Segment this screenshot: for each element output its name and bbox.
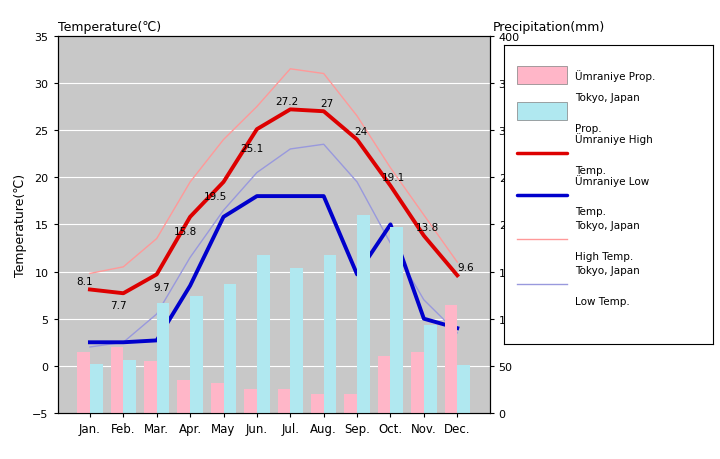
Bar [190, 297, 203, 413]
Text: 15.8: 15.8 [174, 226, 197, 236]
Text: 9.6: 9.6 [457, 262, 474, 272]
FancyBboxPatch shape [516, 102, 567, 120]
Y-axis label: Temperature(℃): Temperature(℃) [14, 174, 27, 276]
Bar [457, 365, 470, 413]
Text: Prop.: Prop. [575, 123, 602, 134]
Text: Low Temp.: Low Temp. [575, 297, 630, 307]
Bar [411, 352, 424, 413]
Bar [177, 380, 190, 413]
Bar [278, 390, 290, 413]
Bar [111, 347, 123, 413]
Text: Tokyo, Japan: Tokyo, Japan [575, 93, 640, 102]
Y-axis label: Precipitation(mm): Precipitation(mm) [526, 169, 539, 281]
Text: 27.2: 27.2 [275, 97, 299, 106]
Text: Temp.: Temp. [575, 165, 606, 175]
Bar [424, 325, 436, 413]
Bar [324, 255, 336, 413]
Bar [244, 390, 257, 413]
Bar [211, 383, 223, 413]
Bar [257, 255, 269, 413]
Text: Temp.: Temp. [575, 207, 606, 217]
Bar [144, 361, 157, 413]
Bar [157, 303, 169, 413]
Bar [123, 360, 136, 413]
Bar [90, 364, 103, 413]
Bar [311, 394, 324, 413]
Text: 13.8: 13.8 [415, 223, 439, 233]
Text: Ümraniye Low: Ümraniye Low [575, 174, 649, 186]
Text: 8.1: 8.1 [76, 276, 93, 286]
Text: 7.7: 7.7 [110, 301, 127, 311]
Text: 24: 24 [354, 127, 367, 137]
Bar [77, 352, 90, 413]
Bar [344, 394, 357, 413]
Text: Temperature(℃): Temperature(℃) [58, 21, 161, 34]
Text: Tokyo, Japan: Tokyo, Japan [575, 266, 640, 275]
Text: High Temp.: High Temp. [575, 252, 634, 262]
Text: 19.5: 19.5 [204, 192, 227, 202]
Bar [444, 305, 457, 413]
Bar [378, 357, 390, 413]
Bar [223, 284, 236, 413]
Text: Ümraniye Prop.: Ümraniye Prop. [575, 70, 655, 82]
Text: Tokyo, Japan: Tokyo, Japan [575, 221, 640, 231]
Text: Ümraniye High: Ümraniye High [575, 133, 653, 144]
Bar [290, 268, 303, 413]
Text: 19.1: 19.1 [382, 173, 405, 183]
Text: 27: 27 [320, 99, 333, 108]
Text: 9.7: 9.7 [153, 282, 170, 292]
Text: 25.1: 25.1 [240, 144, 264, 154]
FancyBboxPatch shape [516, 67, 567, 84]
Bar [357, 215, 370, 413]
Bar [390, 228, 403, 413]
Text: Precipitation(mm): Precipitation(mm) [493, 21, 606, 34]
